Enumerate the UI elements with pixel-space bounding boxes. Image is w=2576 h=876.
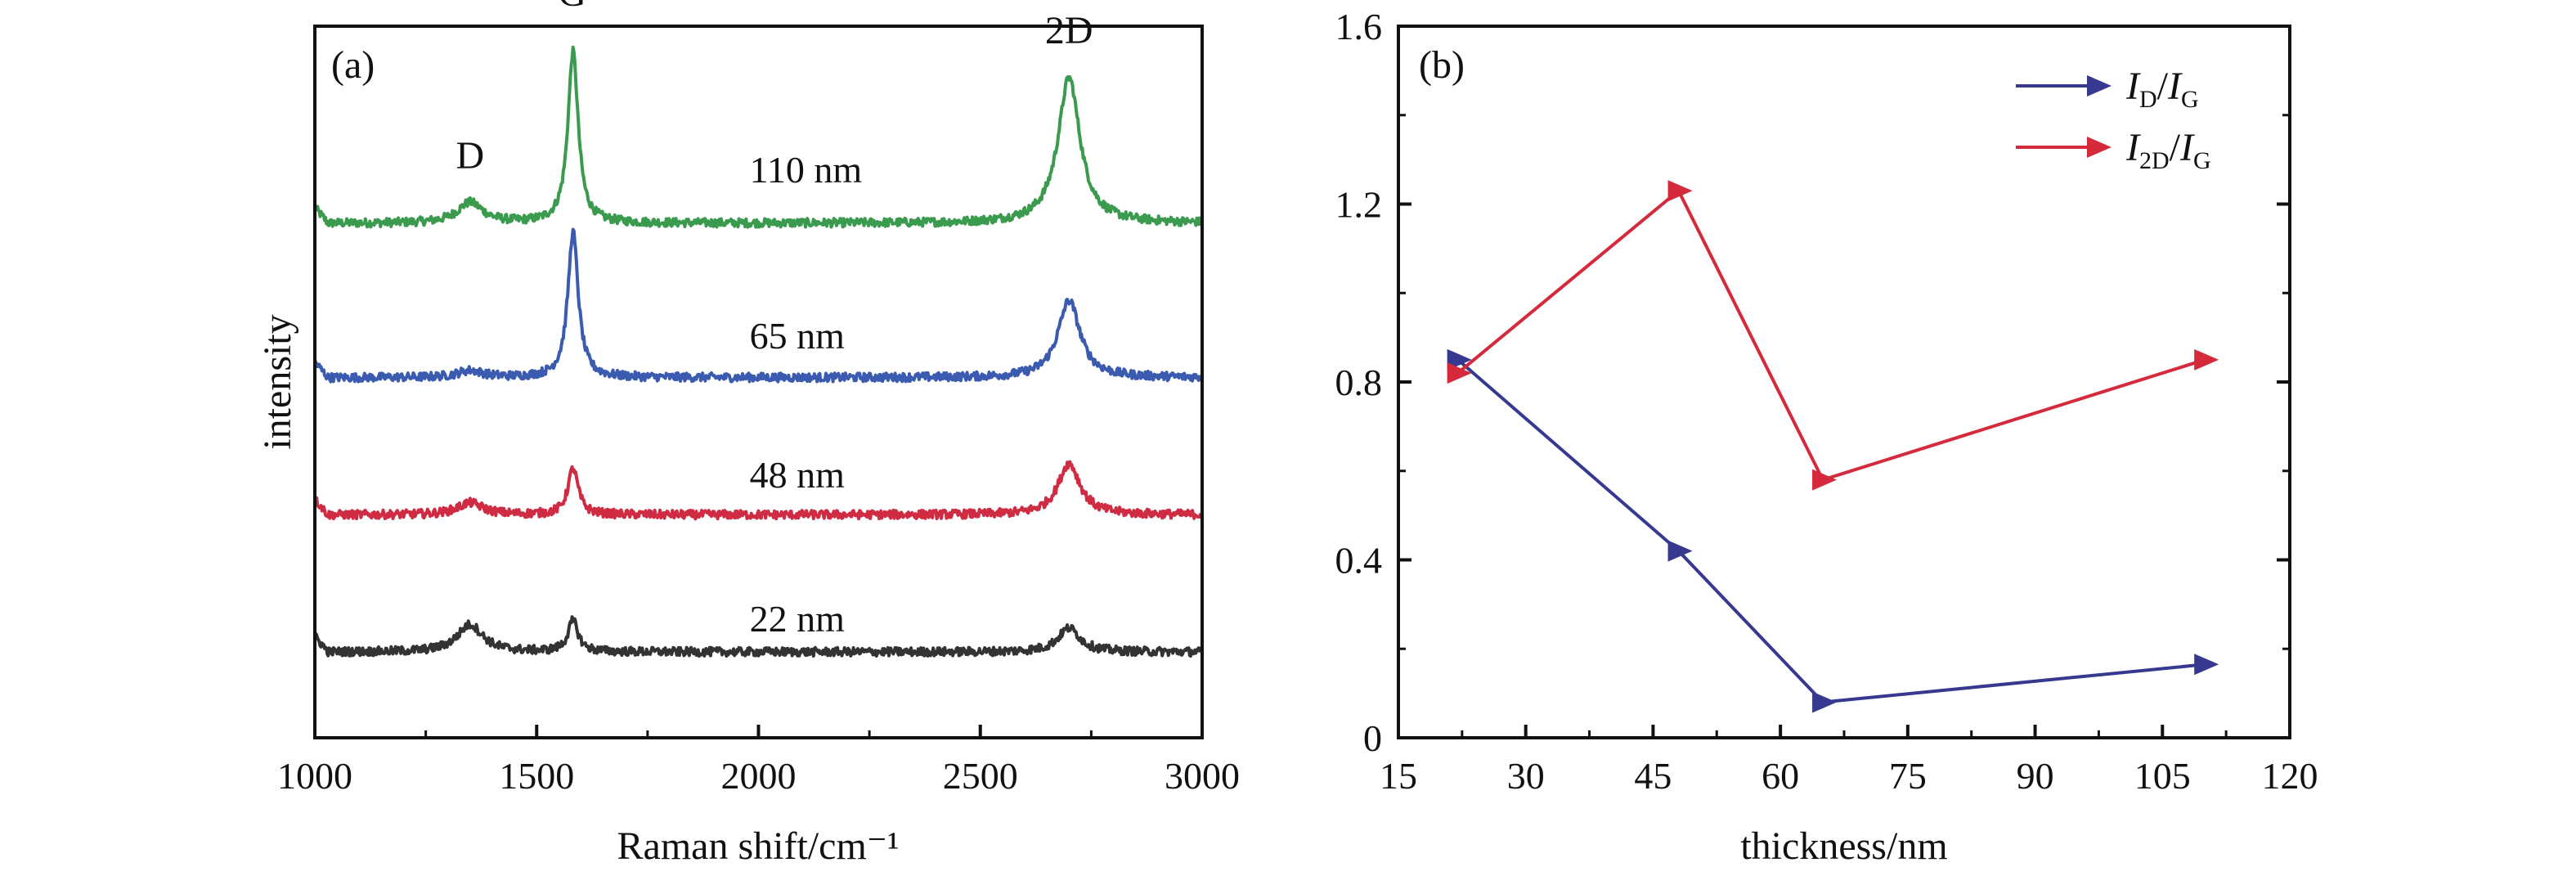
x-tick-label: 45 — [1634, 755, 1672, 797]
x-tick-label: 2000 — [721, 755, 797, 797]
raman-curve-65-nm — [313, 227, 1204, 384]
panel-b-x-axis-title: thickness/nm — [1740, 824, 1947, 868]
x-tick-label: 90 — [2017, 755, 2054, 797]
peak-label-D: D — [456, 134, 485, 177]
raman-curves — [313, 45, 1204, 658]
y-tick-label: 1.2 — [1335, 184, 1383, 226]
x-tick-label: 60 — [1761, 755, 1799, 797]
x-tick-label: 30 — [1507, 755, 1545, 797]
legend-part: D — [2139, 86, 2157, 113]
legend-part: / — [2157, 65, 2169, 108]
panel-b-intensity-ratio: 15 30 45 60 75 90 105 120 0 0.4 0.8 1.2 1.6 (b) thi… — [1335, 6, 2318, 868]
legend-marker — [2087, 75, 2112, 97]
ratio-lines — [1447, 180, 2219, 713]
panel-b-label: (b) — [1419, 43, 1465, 87]
raman-curve-110-nm — [313, 45, 1204, 229]
legend-part: I — [2125, 126, 2141, 169]
x-tick-label: 1000 — [277, 755, 352, 797]
legend-entry: I2D/IG — [2125, 126, 2211, 174]
panel-b-frame — [1397, 25, 2291, 739]
curve-labels: 110 nm 65 nm 48 nm 22 nm — [750, 149, 863, 640]
panel-a-raman-spectra: 1000 1500 2000 2500 3000 D G 2D 110 nm 65 nm 48 … — [256, 0, 1240, 868]
panel-a-x-axis-title: Raman shift/cm⁻¹ — [617, 824, 900, 868]
x-tick-label: 75 — [1889, 755, 1927, 797]
legend-marker — [2087, 137, 2112, 158]
legend-part: G — [2181, 86, 2199, 113]
data-point-marker — [1447, 348, 1472, 371]
panel-a-label: (a) — [331, 43, 375, 87]
panel-b-x-ticks: 15 30 45 60 75 90 105 120 — [1380, 725, 2318, 797]
curve-label: 22 nm — [750, 598, 846, 640]
series-line-1 — [1456, 188, 2206, 483]
data-point-marker — [1667, 180, 1693, 202]
x-tick-label: 3000 — [1165, 755, 1240, 797]
data-point-marker — [1447, 362, 1472, 384]
curve-label: 110 nm — [750, 149, 863, 191]
data-point-marker — [1812, 469, 1838, 491]
peak-label-G: G — [558, 0, 586, 15]
data-point-marker — [1812, 691, 1838, 713]
peak-label-2D: 2D — [1045, 9, 1093, 52]
legend-part: I — [2179, 126, 2195, 169]
peak-labels: D G 2D — [456, 0, 1093, 177]
x-tick-label: 15 — [1380, 755, 1417, 797]
data-point-marker — [2194, 348, 2219, 371]
panel-a-x-ticks: 1000 1500 2000 2500 3000 — [277, 725, 1240, 797]
raman-curve-48-nm — [313, 460, 1203, 521]
y-tick-label: 0.4 — [1335, 540, 1383, 582]
series-line-0 — [1456, 358, 2206, 704]
panel-a-y-axis-title: intensity — [256, 314, 299, 449]
legend-part: I — [2125, 65, 2141, 108]
legend-part: G — [2193, 147, 2211, 174]
panel-b-y-ticks: 0 0.4 0.8 1.2 1.6 — [1335, 6, 2290, 759]
x-tick-label: 105 — [2134, 755, 2191, 797]
x-tick-label: 120 — [2262, 755, 2318, 797]
data-point-marker — [1667, 540, 1693, 562]
legend-entry: ID/IG — [2125, 65, 2199, 113]
legend-part: I — [2167, 65, 2183, 108]
x-tick-label: 1500 — [499, 755, 574, 797]
legend-part: 2D — [2139, 147, 2170, 174]
data-point-marker — [2194, 654, 2219, 676]
y-tick-label: 0.8 — [1335, 362, 1383, 403]
y-tick-label: 1.6 — [1335, 6, 1383, 47]
curve-label: 65 nm — [750, 315, 846, 357]
curve-label: 48 nm — [750, 454, 846, 496]
raman-curve-22-nm — [313, 615, 1204, 658]
x-tick-label: 2500 — [943, 755, 1018, 797]
legend-part: / — [2170, 126, 2181, 169]
y-tick-label: 0 — [1363, 717, 1382, 759]
